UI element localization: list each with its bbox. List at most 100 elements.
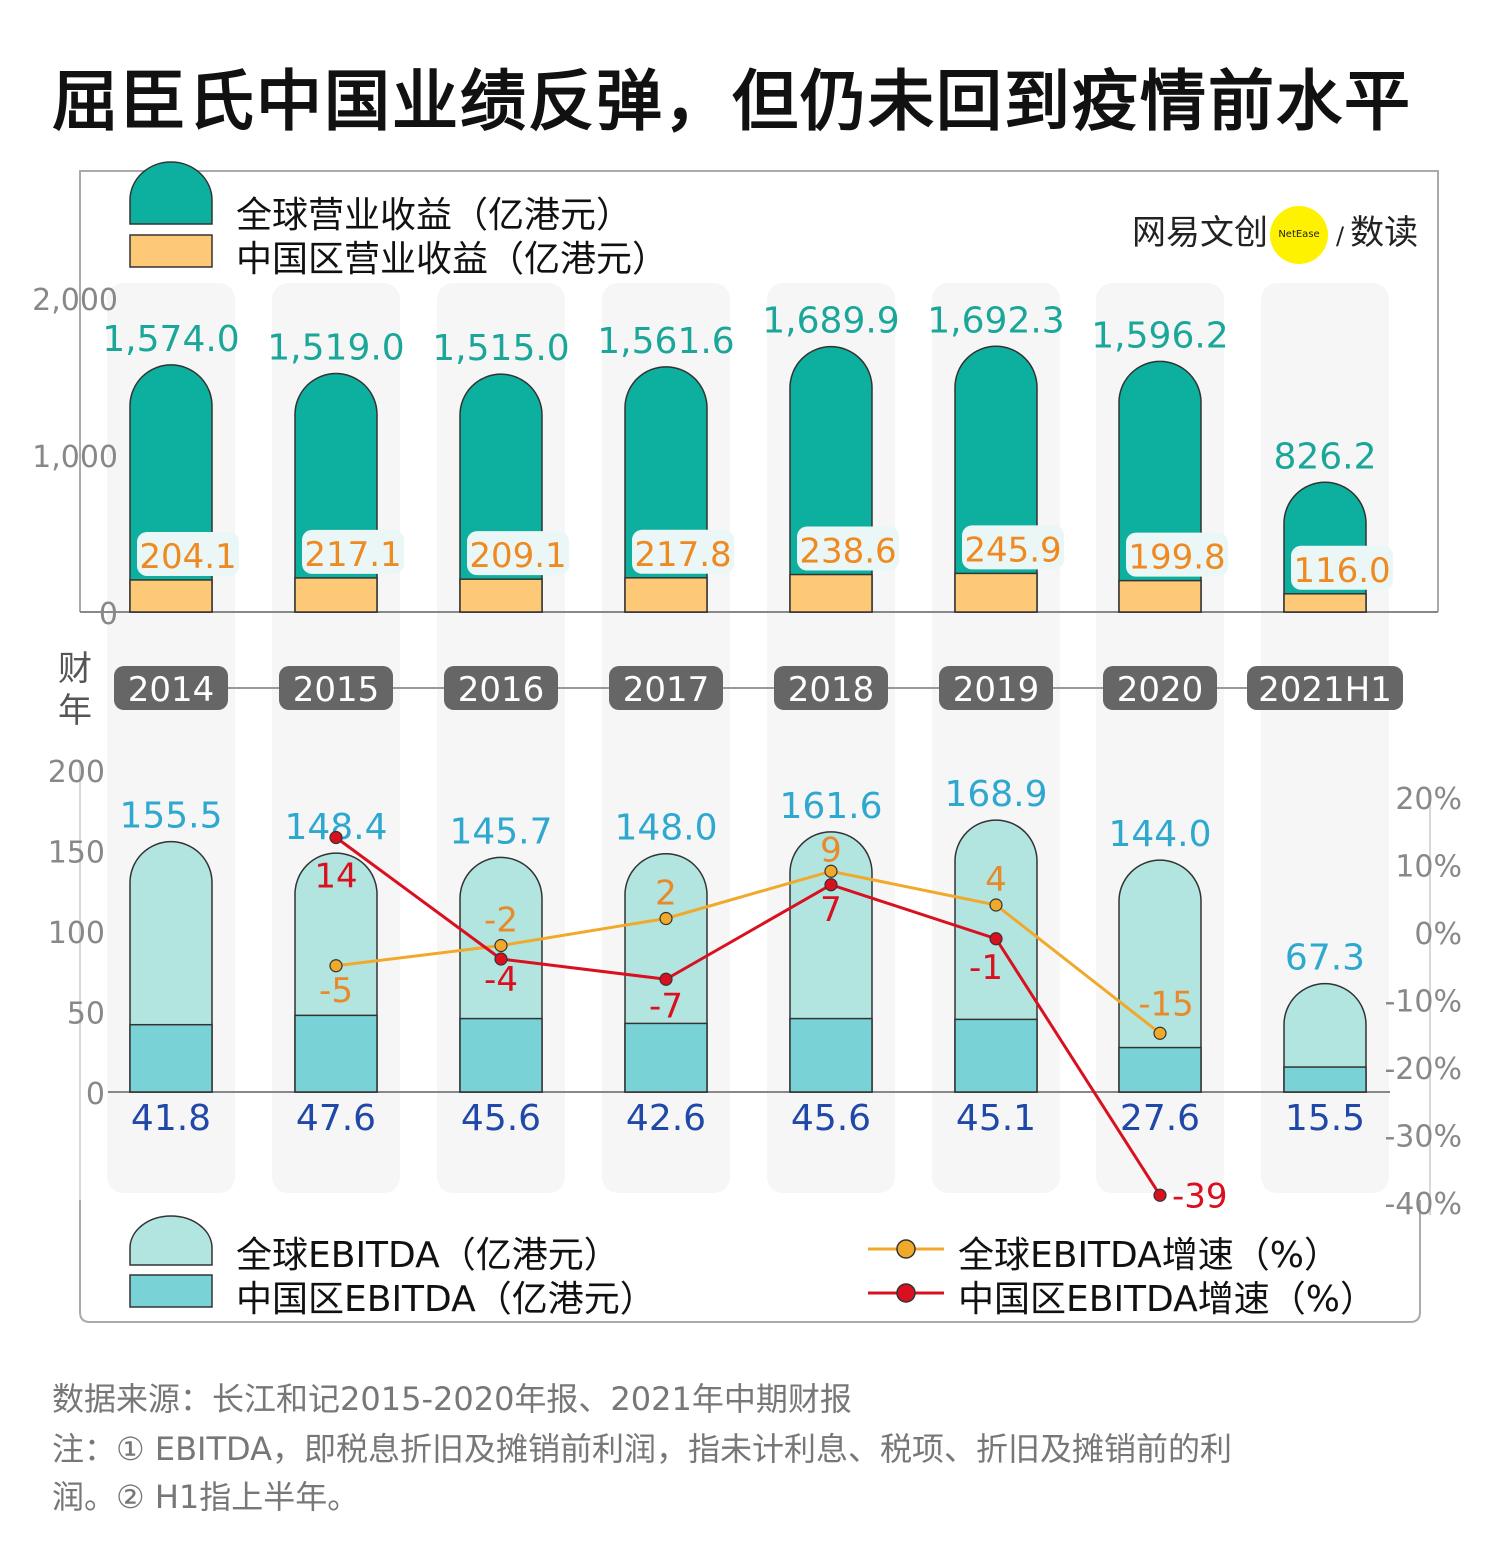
label-bg-china-revenue [302,529,404,574]
china-growth-label: -4 [484,960,518,1000]
legend-global-revenue: 全球营业收益（亿港元） [236,195,633,236]
year-badge-label: 2019 [953,670,1040,710]
y-tick-top: 0 [99,597,118,632]
label-china-revenue: 217.8 [634,535,731,575]
legend-global-growth: 全球EBITDA增速（%） [958,1235,1340,1276]
bar-china-ebitda [1283,1066,1367,1093]
axis-label-year-1: 财 [58,649,92,689]
legend-china-ebitda: 中国区EBITDA（亿港元） [236,1279,656,1320]
y-tick-left: 50 [67,997,105,1032]
label-china-revenue: 209.1 [469,536,566,576]
global-growth-label: 4 [985,860,1007,900]
label-bg-china-revenue [1291,545,1393,590]
global-growth-point [824,864,838,878]
label-global-ebitda: 148.0 [614,808,717,849]
bar-china-ebitda [459,1017,543,1093]
label-bg-china-revenue [1126,532,1228,577]
label-global-ebitda: 67.3 [1285,938,1365,979]
label-china-ebitda: 47.6 [296,1098,376,1139]
label-global-revenue: 1,692.3 [927,300,1064,341]
label-bg-china-revenue [632,529,734,574]
year-badge [939,666,1053,710]
legend-swatch-global-revenue [129,161,213,225]
legend-dot-global-growth [896,1239,916,1259]
y-tick-right: -40% [1384,1187,1462,1222]
year-badge [279,666,393,710]
bar-global-ebitda [1118,859,1202,1093]
bar-china-ebitda [294,1014,378,1093]
y-tick-top: 1,000 [32,440,118,475]
year-badge-label: 2021H1 [1258,670,1392,710]
bar-china-revenue [789,573,873,613]
y-tick-top: 2,000 [32,283,118,318]
label-china-revenue: 204.1 [139,537,236,577]
bar-global-revenue [459,373,543,613]
label-china-revenue: 238.6 [799,532,896,572]
year-badge [1247,666,1403,710]
legend-china-revenue: 中国区营业收益（亿港元） [236,239,669,280]
year-badge-label: 2020 [1117,670,1204,710]
page-title: 屈臣氏中国业绩反弹，但仍未回到疫情前水平 [52,63,1412,140]
china-growth-point [494,952,508,966]
bar-china-revenue [1118,579,1202,613]
y-tick-right: 20% [1395,782,1462,817]
bar-china-revenue [129,579,213,613]
label-china-ebitda: 45.6 [791,1098,871,1139]
bar-china-revenue [294,577,378,613]
legend-swatch-china-revenue [129,234,213,268]
legend-swatch-global-ebitda [129,1215,213,1266]
label-global-revenue: 1,561.6 [597,321,734,362]
global-growth-point [989,898,1003,912]
y-tick-left: 200 [48,755,105,790]
label-global-revenue: 1,519.0 [267,328,404,369]
top-frame [79,170,1439,612]
year-badge-label: 2017 [623,670,710,710]
label-global-ebitda: 155.5 [119,796,222,837]
year-badge-label: 2018 [788,670,875,710]
bar-china-ebitda [1118,1046,1202,1093]
label-global-revenue: 1,515.0 [432,328,569,369]
bar-china-revenue [624,577,708,613]
label-global-ebitda: 145.7 [449,811,552,852]
label-china-revenue: 245.9 [964,530,1061,570]
logo-left: 网易文创 [1132,213,1268,253]
logo-sep: / [1336,222,1345,250]
label-global-revenue: 1,574.0 [102,319,239,360]
label-china-ebitda: 45.1 [956,1098,1036,1139]
china-growth-point [1153,1188,1167,1202]
label-china-revenue: 116.0 [1293,551,1390,591]
label-global-ebitda: 161.6 [779,786,882,827]
source-note: 数据来源：长江和记2015-2020年报、2021年中期财报 [52,1380,852,1418]
bar-global-revenue [789,346,873,613]
china-growth-label: 7 [820,890,842,930]
logo-right: 数读 [1350,213,1419,253]
label-china-revenue: 199.8 [1128,538,1225,578]
bar-china-ebitda [789,1017,873,1093]
brand-logo: 网易文创 NetEase / 数读 [1132,205,1418,264]
logo-badge: NetEase [1270,205,1328,264]
year-badge-label: 2016 [458,670,545,710]
year-badge [114,666,228,710]
global-growth-line [335,869,1161,1035]
bar-global-revenue [624,366,708,613]
label-global-revenue: 826.2 [1273,436,1376,477]
bar-china-ebitda [129,1023,213,1093]
year-badge-label: 2014 [128,670,215,710]
label-global-ebitda: 144.0 [1108,814,1211,855]
label-global-revenue: 1,596.2 [1091,315,1228,356]
y-tick-left: 100 [48,916,105,951]
year-badge [444,666,558,710]
y-tick-right: -10% [1384,985,1462,1020]
label-china-ebitda: 45.6 [461,1098,541,1139]
bar-china-ebitda [954,1018,1038,1093]
footnote-line-1: 注：① EBITDA，即税息折旧及摊销前利润，指未计利息、税项、折旧及摊销前的利 [52,1430,1232,1468]
label-china-ebitda: 42.6 [626,1098,706,1139]
legend-swatch-china-ebitda [129,1274,213,1308]
china-growth-point [824,878,838,892]
label-global-revenue: 1,689.9 [762,301,899,342]
label-china-ebitda: 41.8 [131,1098,211,1139]
bar-china-revenue [954,572,1038,613]
china-growth-point [659,972,673,986]
global-growth-label: -15 [1138,984,1194,1024]
